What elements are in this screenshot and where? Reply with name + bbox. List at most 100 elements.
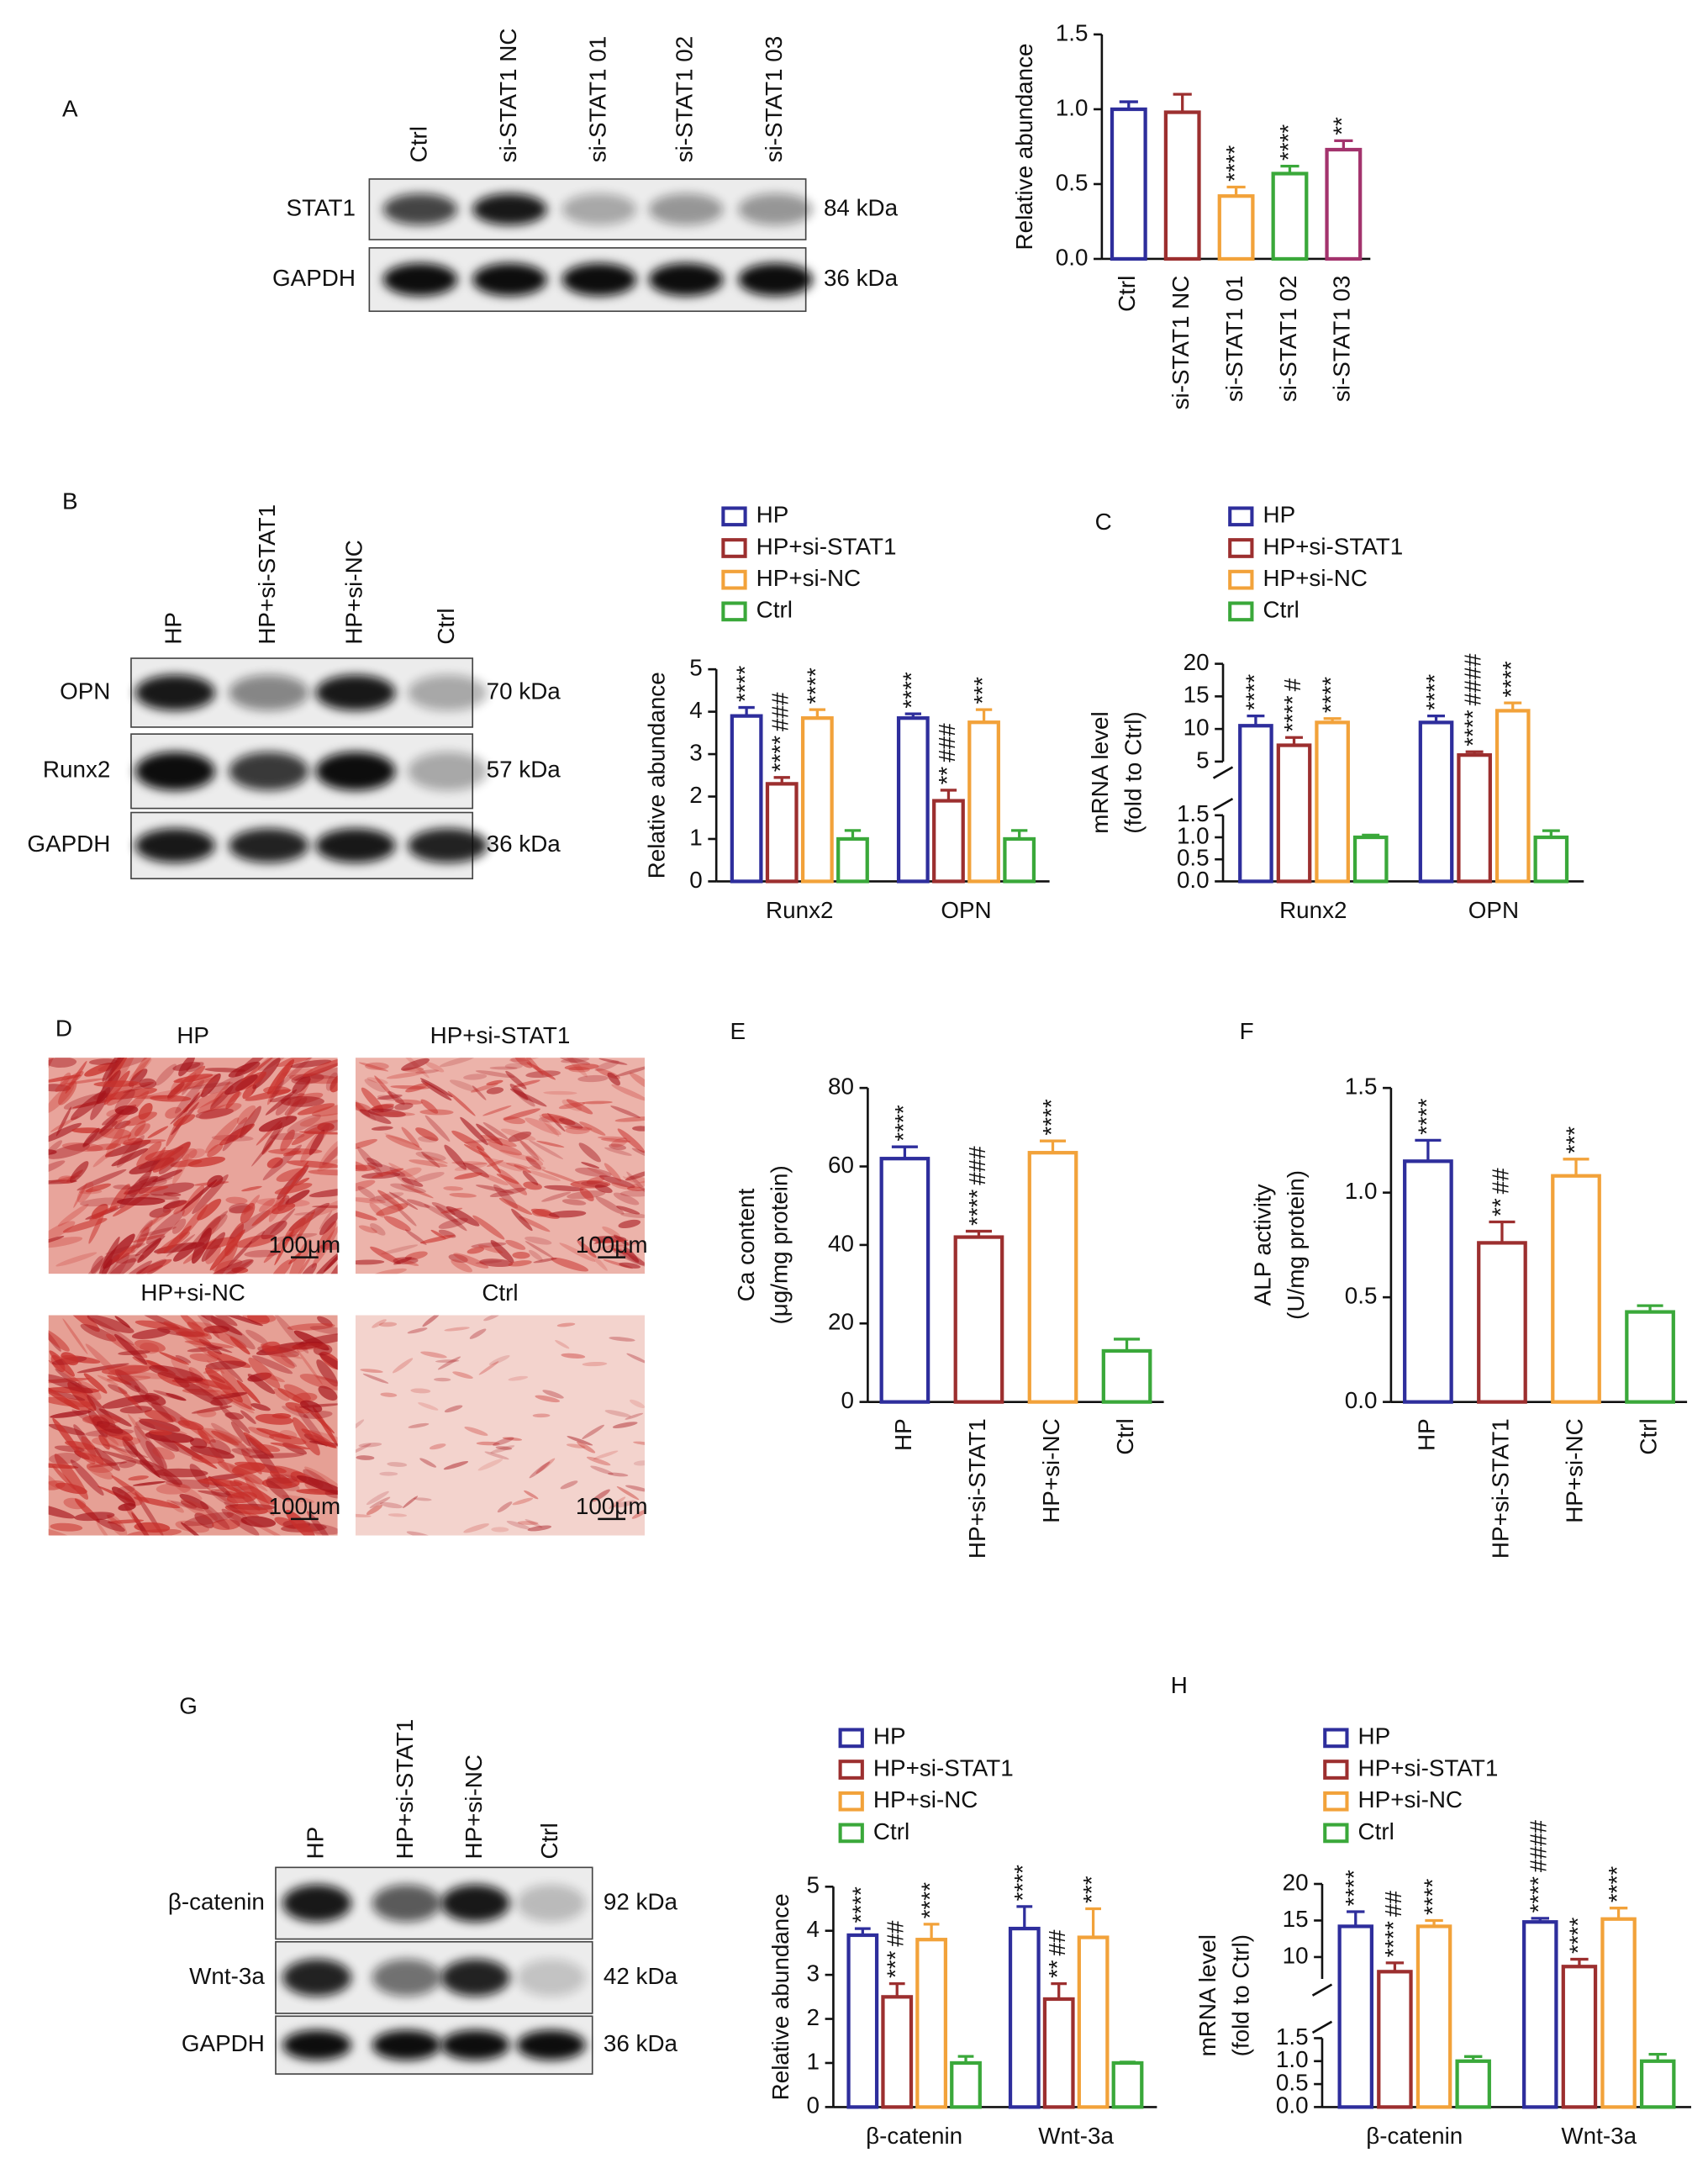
band xyxy=(648,262,724,297)
stain xyxy=(98,1109,124,1134)
stain xyxy=(131,1328,171,1339)
stain xyxy=(197,1409,217,1417)
star-annotation: **** xyxy=(803,667,829,704)
y-axis-label: (fold to Ctrl) xyxy=(1120,711,1147,833)
stain xyxy=(384,1133,419,1147)
stain xyxy=(386,1071,425,1079)
stain xyxy=(496,1174,519,1185)
stain xyxy=(505,1163,530,1169)
stain xyxy=(240,1202,256,1224)
bar xyxy=(950,2060,982,2109)
stain xyxy=(422,1154,448,1164)
x-tick-label: OPN xyxy=(1468,897,1519,923)
y-tick-label: 3 xyxy=(689,739,702,765)
stain xyxy=(524,1490,539,1500)
stain xyxy=(317,1122,335,1132)
stain xyxy=(609,1496,626,1509)
stain xyxy=(175,1354,192,1364)
stain xyxy=(397,1167,422,1179)
stain xyxy=(135,1421,156,1431)
stain xyxy=(475,1070,515,1079)
stain xyxy=(229,1464,268,1491)
y-tick-label: 10 xyxy=(1183,714,1210,740)
lane-label: HP+si-STAT1 xyxy=(392,1719,418,1860)
stain xyxy=(177,1420,204,1431)
stain xyxy=(298,1263,318,1274)
stain xyxy=(560,1480,578,1490)
bar xyxy=(1325,147,1363,261)
stain xyxy=(356,1147,383,1177)
star-annotation: ** xyxy=(1044,1960,1070,1978)
y-axis-label: mRNA level xyxy=(1087,711,1113,833)
legend-swatch xyxy=(721,538,747,558)
stain xyxy=(280,1095,324,1107)
legend-label: HP+si-NC xyxy=(873,1786,978,1812)
stain xyxy=(294,1177,310,1186)
stain xyxy=(221,1508,260,1536)
stain xyxy=(76,1181,94,1203)
legend-swatch xyxy=(1323,1760,1349,1780)
stain xyxy=(619,1189,645,1197)
stain xyxy=(61,1352,79,1366)
stain xyxy=(240,1410,256,1424)
stain xyxy=(517,1521,539,1525)
stain xyxy=(247,1374,276,1395)
stain xyxy=(48,1501,76,1519)
stain xyxy=(290,1059,332,1068)
stain xyxy=(303,1058,338,1078)
stain xyxy=(187,1156,226,1168)
stain xyxy=(444,1144,467,1170)
stain xyxy=(134,1123,150,1137)
stain xyxy=(114,1089,135,1112)
stain xyxy=(105,1134,131,1150)
stain xyxy=(420,1099,439,1114)
legend-label: Ctrl xyxy=(873,1818,909,1844)
legend-swatch xyxy=(1228,538,1254,558)
stain xyxy=(575,1167,612,1178)
stain xyxy=(99,1236,120,1274)
stain xyxy=(561,1058,590,1063)
stain xyxy=(274,1517,299,1529)
stain xyxy=(377,1094,403,1100)
y-axis-label: ALP activity xyxy=(1250,1184,1276,1306)
stain xyxy=(308,1169,338,1176)
y-tick-label: 15 xyxy=(1183,682,1210,708)
stain xyxy=(390,1183,427,1194)
stain xyxy=(385,1135,423,1151)
bar xyxy=(1600,1917,1637,2109)
stain xyxy=(269,1433,307,1445)
legend-swatch xyxy=(721,601,747,622)
stain xyxy=(602,1226,621,1237)
band xyxy=(372,1884,441,1923)
stain xyxy=(372,1268,408,1274)
stain xyxy=(80,1197,124,1207)
stain xyxy=(58,1080,77,1105)
stain xyxy=(505,1239,526,1250)
stain xyxy=(55,1071,84,1092)
stain xyxy=(55,1482,87,1495)
stain xyxy=(413,1497,432,1501)
stain xyxy=(633,1441,645,1446)
stain xyxy=(291,1126,322,1146)
x-tick-label: HP xyxy=(890,1418,916,1451)
stain xyxy=(119,1371,169,1380)
stain xyxy=(167,1065,206,1100)
x-tick-label: β-catenin xyxy=(1366,2123,1463,2149)
stain xyxy=(525,1241,554,1258)
bar xyxy=(1315,720,1350,884)
stain xyxy=(152,1169,183,1183)
stain xyxy=(48,1373,93,1394)
stain xyxy=(180,1179,218,1212)
stain xyxy=(308,1429,338,1448)
star-annotation: **** xyxy=(1604,1866,1630,1902)
stain xyxy=(71,1090,106,1121)
lane-label: HP+si-NC xyxy=(340,540,366,644)
stain xyxy=(57,1203,89,1227)
stain xyxy=(296,1348,323,1385)
hash-annotation: ## xyxy=(1044,1929,1070,1955)
stain xyxy=(307,1523,332,1536)
stain xyxy=(48,1058,77,1068)
y-axis-label: Relative abundance xyxy=(644,672,670,879)
stain xyxy=(131,1234,166,1243)
stain xyxy=(282,1495,315,1503)
